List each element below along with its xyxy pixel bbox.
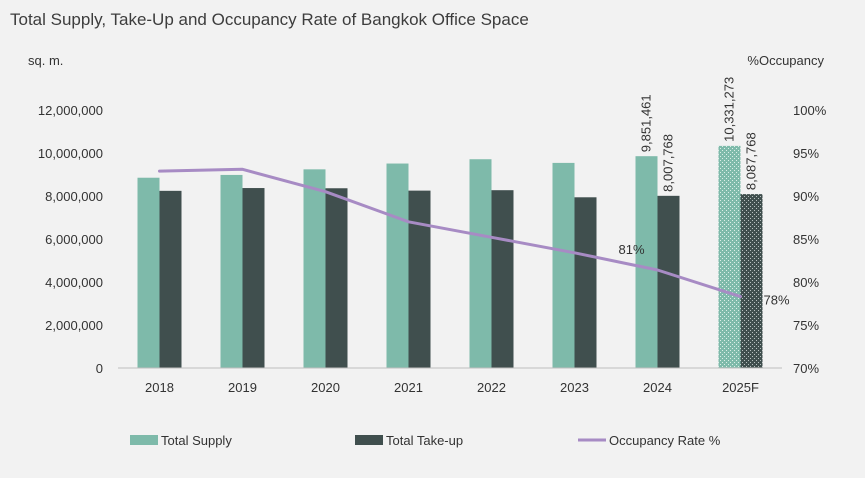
occupancy-rate-line [158,167,742,299]
right-tick-label: 95% [793,146,819,161]
bar-total-supply [552,162,575,368]
x-tick-label: 2019 [228,380,257,395]
occupancy-line-group [158,167,742,299]
right-tick-label: 100% [793,103,827,118]
take-up-data-label: 8,007,768 [661,134,676,192]
supply-data-label: 10,331,273 [722,77,737,142]
bar-total-take-up [159,190,182,368]
right-tick-label: 85% [793,232,819,247]
x-tick-label: 2020 [311,380,340,395]
bar-total-take-up [242,188,265,368]
right-tick-label: 75% [793,318,819,333]
bar-total-supply [220,174,243,368]
data-labels: 9,851,461 8,007,768 81% 10,331,273 8,087,768… [618,77,789,308]
bar-total-supply [469,159,492,368]
bar-total-take-up [325,188,348,368]
left-tick-label: 6,000,000 [45,232,103,247]
x-tick-label: 2021 [394,380,423,395]
bar-total-supply [303,169,326,368]
x-tick-label: 2025F [722,380,759,395]
legend-label: Total Supply [161,433,232,448]
bar-total-supply [386,163,409,368]
right-tick-label: 80% [793,275,819,290]
legend-swatch [130,435,158,445]
x-tick-label: 2024 [643,380,672,395]
supply-data-label: 9,851,461 [639,94,654,152]
left-tick-label: 10,000,000 [38,146,103,161]
left-axis-unit: sq. m. [28,53,63,68]
bar-total-take-up [574,197,597,368]
left-axis-ticks: 0 2,000,000 4,000,000 6,000,000 8,000,000 10,… [38,103,103,376]
left-tick-label: 4,000,000 [45,275,103,290]
bar-total-supply [718,145,741,368]
occupancy-data-label: 81% [618,242,644,257]
left-tick-label: 8,000,000 [45,189,103,204]
left-tick-label: 2,000,000 [45,318,103,333]
take-up-data-label: 8,087,768 [744,132,759,190]
bar-total-supply [137,177,160,368]
bars [137,145,763,368]
x-tick-label: 2023 [560,380,589,395]
x-tick-label: 2018 [145,380,174,395]
left-tick-label: 0 [96,361,103,376]
occupancy-data-label: 78% [764,293,790,308]
bar-total-take-up [408,190,431,368]
legend: Total Supply Total Take-up Occupancy Rate … [130,433,721,448]
x-axis-ticks: 2018 2019 2020 2021 2022 2023 2024 2025F [145,380,759,395]
bar-total-take-up [740,194,763,368]
legend-swatch [355,435,383,445]
right-axis-ticks: 70% 75% 80% 85% 90% 95% 100% [793,103,827,376]
right-tick-label: 70% [793,361,819,376]
right-tick-label: 90% [793,189,819,204]
legend-label: Occupancy Rate % [609,433,721,448]
chart-title: Total Supply, Take-Up and Occupancy Rate… [10,10,529,29]
bar-total-take-up [657,195,680,368]
bar-total-take-up [491,190,514,368]
bar-total-supply [635,156,658,368]
right-axis-unit: %Occupancy [747,53,824,68]
left-tick-label: 12,000,000 [38,103,103,118]
x-tick-label: 2022 [477,380,506,395]
legend-label: Total Take-up [386,433,463,448]
